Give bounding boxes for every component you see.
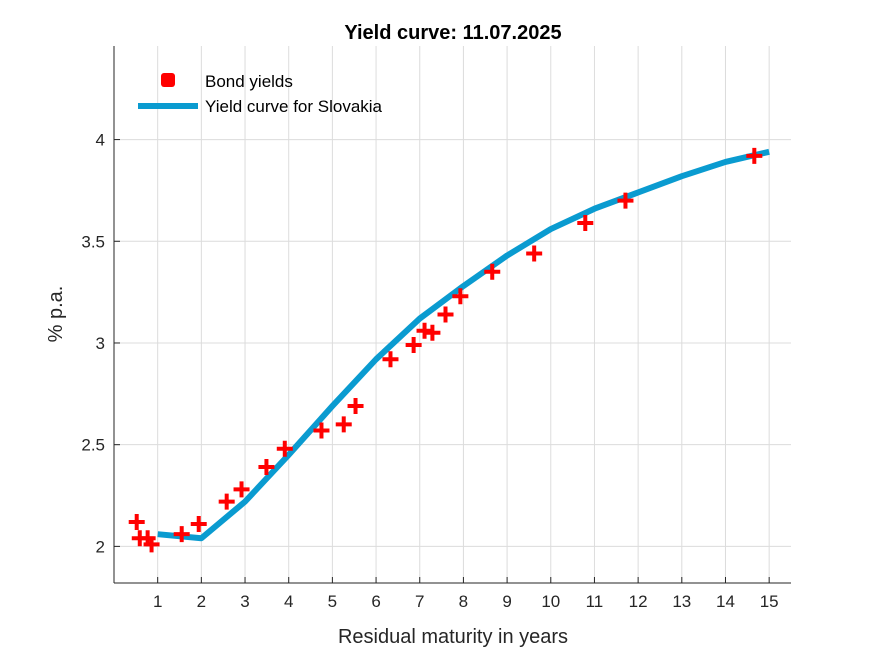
y-tick-label: 3.5 [81, 232, 105, 251]
legend-marker-bond-yields [161, 73, 175, 87]
x-tick-label: 14 [716, 592, 735, 611]
bond-yield-point [335, 416, 352, 433]
bond-yield-point [173, 526, 190, 543]
y-axis-label: % p.a. [45, 286, 67, 343]
x-tick-label: 7 [415, 592, 424, 611]
x-tick-label: 15 [760, 592, 779, 611]
x-tick-label: 12 [629, 592, 648, 611]
bond-yield-point [190, 516, 207, 533]
bond-yield-point [577, 214, 594, 231]
series [128, 147, 770, 553]
x-tick-label: 13 [672, 592, 691, 611]
x-tick-label: 6 [371, 592, 380, 611]
x-tick-label: 3 [240, 592, 249, 611]
y-tick-label: 3 [96, 334, 105, 353]
y-tick-label: 2.5 [81, 436, 105, 455]
bond-yield-point [484, 263, 501, 280]
bond-yield-point [313, 422, 330, 439]
x-tick-label: 4 [284, 592, 293, 611]
x-tick-label: 11 [586, 592, 604, 611]
bond-yield-point [233, 481, 250, 498]
bond-yield-point [416, 322, 433, 339]
bond-yield-point [276, 440, 293, 457]
bond-yield-point [452, 288, 469, 305]
y-tick-label: 4 [96, 131, 105, 150]
bond-yield-point [258, 459, 275, 476]
bond-yield-point [617, 192, 634, 209]
bond-yield-point [424, 324, 441, 341]
x-tick-label: 2 [197, 592, 206, 611]
legend: Bond yields Yield curve for Slovakia [138, 72, 383, 116]
x-tick-label: 8 [459, 592, 468, 611]
y-tick-label: 2 [96, 537, 105, 556]
bond-yield-point [382, 351, 399, 368]
x-tick-label: 9 [502, 592, 511, 611]
bond-yield-point [437, 306, 454, 323]
x-axis-label: Residual maturity in years [338, 626, 568, 648]
yield-curve-line [157, 148, 770, 542]
grid [114, 46, 791, 583]
x-tick-label: 5 [328, 592, 337, 611]
bond-yield-point [218, 493, 235, 510]
bond-yield-point [128, 513, 145, 530]
bond-yield-point [347, 398, 364, 415]
x-tick-label: 10 [541, 592, 560, 611]
legend-label-yield-curve: Yield curve for Slovakia [205, 97, 383, 116]
legend-label-bond-yields: Bond yields [205, 72, 293, 91]
bond-yield-point [143, 536, 160, 553]
chart-title: Yield curve: 11.07.2025 [344, 22, 561, 44]
bond-yield-point [746, 147, 763, 164]
x-tick-label: 1 [153, 592, 162, 611]
bond-yield-point [405, 337, 422, 354]
bond-yield-point [526, 245, 543, 262]
